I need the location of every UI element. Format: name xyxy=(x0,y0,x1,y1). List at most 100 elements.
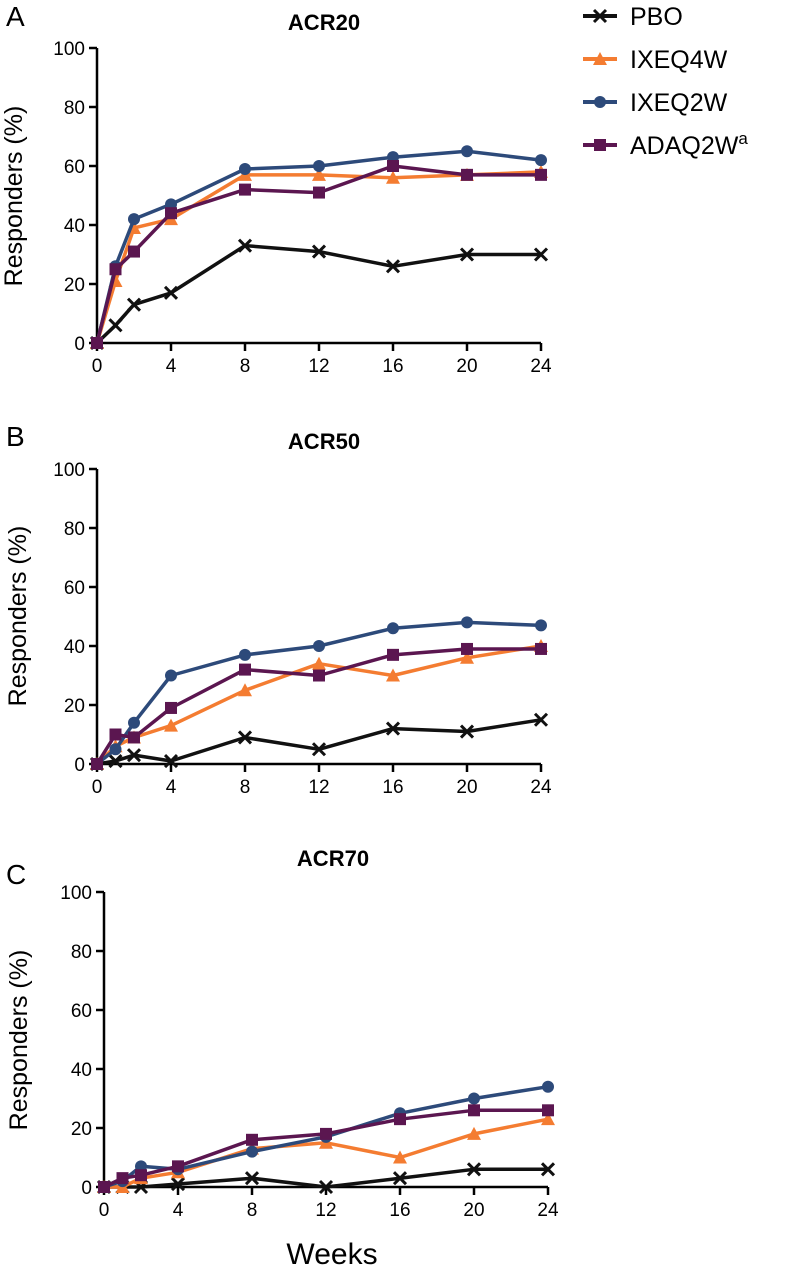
data-point-ixeq2w xyxy=(313,160,325,172)
legend-item-pbo: PBO xyxy=(583,3,683,31)
data-point-pbo xyxy=(163,285,179,300)
y-tick-label: 60 xyxy=(64,157,85,178)
data-point-ixeq2w xyxy=(461,145,473,158)
data-point-ixeq2w xyxy=(313,640,325,652)
x-tick-label: 24 xyxy=(537,1200,559,1221)
data-point-ixeq2w xyxy=(542,1080,554,1093)
data-point-adaq2w xyxy=(535,642,547,655)
legend-marker-ixeq4w xyxy=(593,52,607,65)
y-tick-label: 80 xyxy=(71,942,92,963)
legend-item-ixeq2w: IXEQ2W xyxy=(583,89,728,117)
panel-c: C ACR70 Responders (%) 0 20 40 60 80 100 0 4 8 12 16 2… xyxy=(5,846,559,1221)
data-point-ixeq2w xyxy=(109,743,122,756)
data-point-ixeq2w xyxy=(535,619,547,632)
data-point-pbo xyxy=(385,259,401,274)
series-ixeq4w xyxy=(97,1112,555,1193)
x-tick-label: 16 xyxy=(382,777,403,798)
data-point-ixeq2w xyxy=(128,213,140,226)
y-tick-label: 20 xyxy=(64,696,85,717)
y-axis-label: Responders (%) xyxy=(0,106,28,287)
data-point-adaq2w xyxy=(165,701,177,714)
x-tick-label: 8 xyxy=(247,1200,258,1221)
data-point-adaq2w xyxy=(387,648,399,661)
data-point-adaq2w xyxy=(313,186,325,199)
y-tick-label: 80 xyxy=(64,519,85,540)
data-point-adaq2w xyxy=(535,168,547,181)
x-tick-label: 24 xyxy=(530,356,552,377)
x-tick-label: 12 xyxy=(308,777,329,798)
x-tick-label: 0 xyxy=(92,356,103,377)
y-axis-label: Responders (%) xyxy=(5,950,33,1131)
data-point-adaq2w xyxy=(239,663,251,676)
data-point-adaq2w xyxy=(394,1113,406,1126)
data-point-pbo xyxy=(244,1171,260,1186)
y-tick-label: 100 xyxy=(53,39,85,60)
data-point-adaq2w xyxy=(128,731,140,744)
legend-label: IXEQ2W xyxy=(630,89,728,117)
x-tick-label: 0 xyxy=(99,1200,110,1221)
data-point-ixeq4w xyxy=(386,170,400,184)
data-point-adaq2w xyxy=(109,728,122,741)
legend-label: PBO xyxy=(630,3,683,31)
x-tick-label: 16 xyxy=(389,1200,410,1221)
data-point-adaq2w xyxy=(98,1181,110,1193)
x-tick-label: 20 xyxy=(456,777,477,798)
chart-title: ACR20 xyxy=(288,10,360,35)
x-tick-label: 12 xyxy=(315,1200,336,1221)
data-point-pbo xyxy=(311,742,327,757)
data-point-ixeq4w xyxy=(467,1126,481,1140)
panel-letter: A xyxy=(6,1,25,32)
x-axis-label: Weeks xyxy=(286,1238,377,1271)
data-point-adaq2w xyxy=(320,1127,332,1140)
chart-title: ACR50 xyxy=(288,429,360,454)
series-line-pbo xyxy=(95,243,541,345)
legend-label: IXEQ4W xyxy=(630,46,728,74)
y-tick-label: 40 xyxy=(71,1060,92,1081)
data-point-adaq2w xyxy=(135,1169,147,1182)
x-tick-label: 20 xyxy=(463,1200,484,1221)
data-point-pbo xyxy=(459,724,475,739)
data-point-adaq2w xyxy=(461,642,473,655)
data-point-ixeq2w xyxy=(461,616,473,629)
data-point-adaq2w xyxy=(461,168,473,181)
x-tick-label: 4 xyxy=(173,1200,184,1221)
data-point-pbo xyxy=(466,1162,482,1177)
series-adaq2w xyxy=(98,1104,554,1193)
legend-marker-adaq2w xyxy=(594,139,606,151)
data-point-ixeq4w xyxy=(238,683,252,697)
legend: PBO IXEQ4W IXEQ2W ADAQ2Wa xyxy=(583,3,748,160)
x-tick-label: 0 xyxy=(92,777,103,798)
data-point-ixeq4w xyxy=(541,1112,555,1126)
y-tick-label: 0 xyxy=(74,334,85,355)
data-point-ixeq4w xyxy=(312,656,326,670)
data-point-pbo xyxy=(533,247,549,262)
data-point-pbo xyxy=(533,712,549,727)
data-point-pbo xyxy=(126,748,142,763)
legend-item-ixeq4w: IXEQ4W xyxy=(583,46,728,74)
legend-label: ADAQ2Wa xyxy=(630,129,748,160)
y-tick-label: 100 xyxy=(53,460,85,481)
data-point-pbo xyxy=(540,1162,556,1177)
data-point-pbo xyxy=(237,730,253,745)
panel-b: B ACR50 Responders (%) 0 20 40 60 80 100 0 4 8 12 16 2… xyxy=(4,421,552,798)
data-point-pbo xyxy=(108,318,123,333)
data-point-pbo xyxy=(459,247,475,262)
data-point-adaq2w xyxy=(165,207,177,220)
legend-marker-ixeq2w xyxy=(594,96,606,108)
x-tick-label: 16 xyxy=(382,356,403,377)
data-point-pbo xyxy=(237,238,253,253)
data-point-adaq2w xyxy=(239,183,251,196)
data-point-ixeq2w xyxy=(387,622,399,635)
y-tick-label: 40 xyxy=(64,216,85,237)
data-point-pbo xyxy=(170,1176,186,1192)
data-point-pbo xyxy=(385,721,401,736)
data-point-ixeq2w xyxy=(239,648,251,661)
y-tick-label: 60 xyxy=(71,1001,92,1022)
data-point-adaq2w xyxy=(128,245,140,258)
data-point-ixeq2w xyxy=(468,1092,480,1105)
series-adaq2w xyxy=(91,160,547,349)
y-tick-label: 0 xyxy=(81,1178,92,1199)
data-point-adaq2w xyxy=(172,1160,184,1173)
data-point-pbo xyxy=(318,1179,334,1195)
